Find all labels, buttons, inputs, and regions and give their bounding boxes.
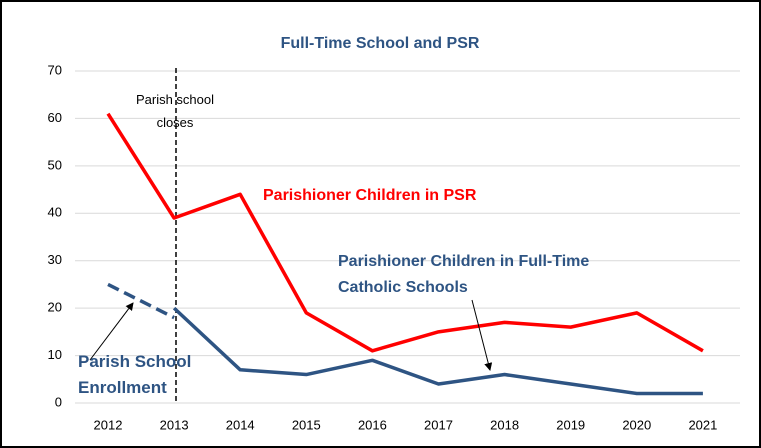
- series-line: [172, 306, 703, 396]
- series-label: Parishioner Children in Full-Time Cathol…: [338, 253, 590, 296]
- arrow: [89, 302, 134, 361]
- x-tick-label: 2020: [622, 417, 651, 432]
- y-tick-label: 30: [48, 252, 62, 267]
- y-tick-label: 0: [55, 394, 62, 409]
- x-tick-label: 2019: [556, 417, 585, 432]
- series-line: [106, 112, 704, 353]
- series-label: Parishioner Children in PSR: [263, 187, 477, 204]
- y-tick-label: 10: [48, 347, 62, 362]
- y-tick-label: 40: [48, 205, 62, 220]
- series-label: Parish School Enrollment: [78, 352, 192, 397]
- annotation: Parish school closes: [135, 92, 215, 130]
- plot: [106, 112, 704, 396]
- x-tick-label: 2017: [424, 417, 453, 432]
- arrow: [471, 299, 493, 371]
- x-tick-label: 2018: [490, 417, 519, 432]
- x-tick-label: 2021: [688, 417, 717, 432]
- y-tick-label: 20: [48, 300, 62, 315]
- x-tick-label: 2013: [160, 417, 189, 432]
- chart-title: Full-Time School and PSR: [281, 35, 480, 52]
- y-tick-label: 60: [48, 110, 62, 125]
- x-tick-label: 2012: [94, 417, 123, 432]
- series-line: [107, 282, 175, 320]
- x-tick-label: 2014: [226, 417, 255, 432]
- y-tick-label: 50: [48, 157, 62, 172]
- x-tick-label: 2015: [292, 417, 321, 432]
- x-tick-label: 2016: [358, 417, 387, 432]
- grid: 0 10 20 30 40 50 60 70 2012 2013 2014 2015 2016 2017 2…: [48, 62, 740, 432]
- y-tick-label: 70: [48, 62, 62, 77]
